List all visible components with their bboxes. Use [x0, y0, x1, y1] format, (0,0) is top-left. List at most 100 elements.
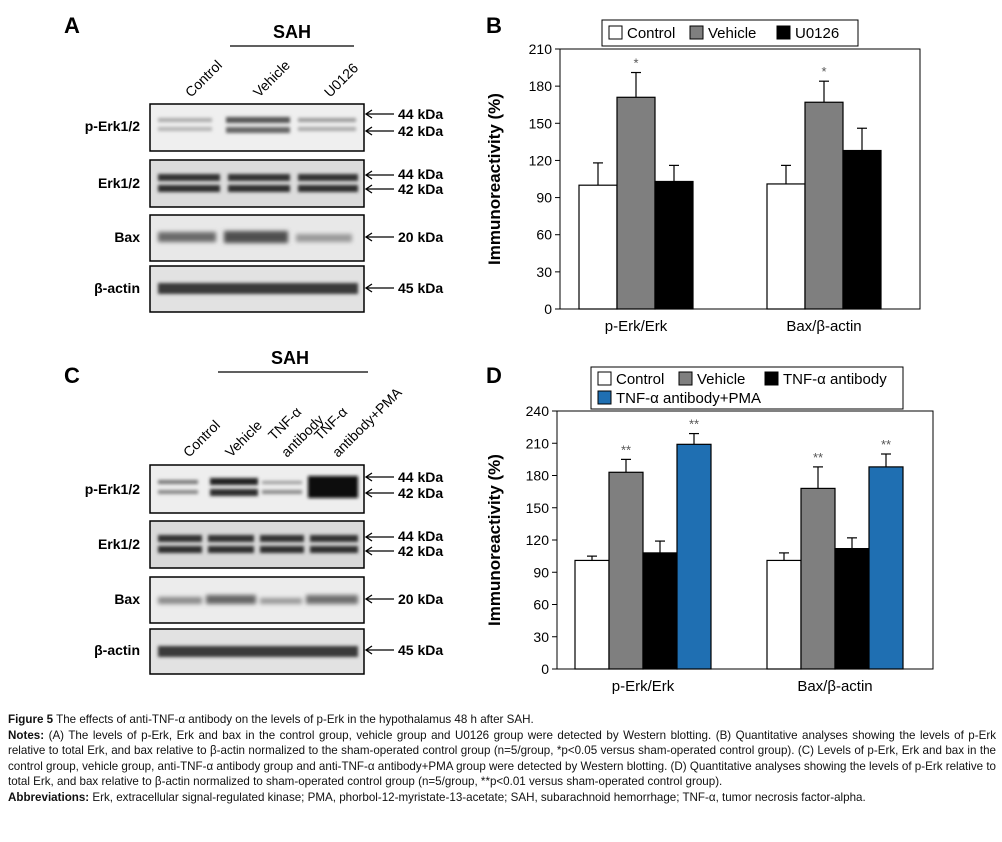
y-tick-label-b-6: 180: [529, 78, 553, 94]
kda-c-erk-44: 44 kDa: [398, 528, 443, 544]
y-tick-label-b-3: 90: [536, 190, 552, 206]
panel-label-b: B: [486, 13, 502, 38]
legend-label-d-0: Control: [616, 371, 664, 388]
y-tick-label-d-5: 150: [526, 500, 550, 516]
significance-d-0-1: **: [621, 442, 631, 457]
blot-a-bax: [149, 214, 365, 262]
bar-b-0-2: [654, 180, 694, 310]
panel-label-d: D: [486, 363, 502, 388]
caption-title-text: The effects of anti-TNF-α antibody on th…: [53, 713, 534, 726]
kda-a-erk-42: 42 kDa: [398, 181, 443, 197]
caption-notes-label: Notes:: [8, 728, 45, 742]
x-category-label-d-0: p-Erk/Erk: [612, 678, 675, 695]
y-tick-label-b-0: 0: [544, 301, 552, 317]
y-tick-label-b-2: 60: [536, 227, 552, 243]
y-tick-label-d-8: 240: [526, 403, 550, 419]
blot-c-erk: [149, 520, 365, 569]
bar-d-1-1: [800, 487, 836, 670]
y-tick-label-d-3: 90: [533, 564, 549, 580]
chart-d: 0 30 60 90 120 150 180 210 240 Immunoreactivity (…: [485, 366, 934, 695]
plot-frame-b: [559, 48, 921, 310]
y-tick-label-b-5: 150: [529, 115, 553, 131]
bar-d-1-0: [766, 559, 802, 670]
legend-swatch-b-0: [608, 25, 623, 40]
chart-b: 0 30 60 90 120 150 180 210 Immunoreactivity (%) p…: [485, 19, 921, 335]
kda-c-perk-42: 42 kDa: [398, 485, 443, 501]
kda-markers-a: 44 kDa 42 kDa 44 kDa 42 kDa 20 kDa 45 kD…: [364, 106, 443, 296]
legend-swatch-d-3: [597, 390, 612, 405]
caption-abbr-text: Erk, extracellular signal-regulated kina…: [89, 790, 866, 804]
bar-d-0-3: [676, 443, 712, 670]
caption-notes-text: (A) The levels of p-Erk, Erk and bax in …: [8, 728, 996, 789]
legend-swatch-d-1: [678, 371, 693, 386]
row-label-c-perk: p-Erk1/2: [85, 481, 140, 497]
legend-box-d: [590, 366, 904, 410]
caption-abbreviations: Abbreviations: Erk, extracellular signal…: [8, 790, 996, 806]
significance-b-0-1: *: [633, 56, 638, 71]
figure-5: A SAH Control Vehicle U0126 p-Erk1/2 Erk…: [64, 13, 934, 695]
lane-label-a-0: Control: [182, 57, 225, 100]
legend-label-b-0: Control: [627, 25, 675, 42]
legend-label-b-1: Vehicle: [708, 25, 756, 42]
x-category-label-b-1: Bax/β-actin: [786, 318, 861, 335]
kda-c-erk-42: 42 kDa: [398, 543, 443, 559]
kda-c-actin: 45 kDa: [398, 642, 443, 658]
blot-a-actin: [149, 265, 365, 313]
y-tick-label-b-1: 30: [536, 264, 552, 280]
kda-a-bax: 20 kDa: [398, 229, 443, 245]
caption-abbr-label: Abbreviations:: [8, 790, 90, 804]
legend-swatch-b-1: [689, 25, 704, 40]
kda-a-perk-42: 42 kDa: [398, 123, 443, 139]
row-label-a-erk: Erk1/2: [98, 175, 140, 191]
kda-c-perk-44: 44 kDa: [398, 469, 443, 485]
caption-title: Figure 5 The effects of anti-TNF-α antib…: [8, 712, 996, 728]
bar-d-0-0: [574, 559, 610, 670]
y-tick-label-d-7: 210: [526, 435, 550, 451]
bar-d-0-2: [642, 552, 678, 670]
y-tick-label-d-0: 0: [541, 661, 549, 677]
significance-d-1-1: **: [813, 450, 823, 465]
legend-swatch-d-2: [764, 371, 779, 386]
bar-d-1-3: [868, 466, 904, 670]
legend-box-b: [601, 19, 859, 47]
panel-label-a: A: [64, 13, 80, 38]
significance-b-1-1: *: [821, 64, 826, 79]
kda-a-erk-44: 44 kDa: [398, 166, 443, 182]
bar-d-0-1: [608, 471, 644, 670]
row-label-c-actin: β-actin: [94, 642, 140, 658]
bar-b-1-2: [842, 149, 882, 310]
y-axis-label-b: Immunoreactivity (%): [485, 93, 504, 265]
lane-label-a-1: Vehicle: [250, 57, 293, 100]
row-label-c-bax: Bax: [114, 591, 140, 607]
figure-caption: Figure 5 The effects of anti-TNF-α antib…: [8, 712, 996, 805]
legend-label-d-1: Vehicle: [697, 371, 745, 388]
lane-label-c-0: Control: [180, 417, 223, 460]
significance-d-1-3: **: [881, 437, 891, 452]
y-axis-label-d: Immunoreactivity (%): [485, 454, 504, 626]
row-label-c-erk: Erk1/2: [98, 536, 140, 552]
kda-c-bax: 20 kDa: [398, 591, 443, 607]
blot-a-perk: [149, 103, 365, 152]
sah-label-c: SAH: [271, 348, 309, 368]
legend-swatch-b-2: [776, 25, 791, 40]
y-tick-label-d-1: 30: [533, 629, 549, 645]
y-tick-label-b-4: 120: [529, 152, 553, 168]
bar-b-1-1: [804, 101, 844, 310]
significance-d-0-3: **: [689, 417, 699, 432]
row-label-a-perk: p-Erk1/2: [85, 118, 140, 134]
sah-label-a: SAH: [273, 22, 311, 42]
lane-label-c-1: Vehicle: [222, 417, 265, 460]
legend-label-d-2: TNF-α antibody: [783, 371, 887, 388]
bar-b-0-0: [578, 184, 618, 310]
y-tick-label-d-2: 60: [533, 597, 549, 613]
row-label-a-actin: β-actin: [94, 280, 140, 296]
blot-c-bax: [149, 576, 365, 624]
bar-b-0-1: [616, 96, 656, 310]
legend-label-d-3: TNF-α antibody+PMA: [616, 390, 761, 407]
x-category-label-b-0: p-Erk/Erk: [605, 318, 668, 335]
bar-b-1-0: [766, 183, 806, 310]
blot-c-perk: [149, 464, 365, 514]
bar-d-1-2: [834, 547, 870, 670]
x-category-label-d-1: Bax/β-actin: [797, 678, 872, 695]
blot-c-actin: [149, 628, 365, 675]
